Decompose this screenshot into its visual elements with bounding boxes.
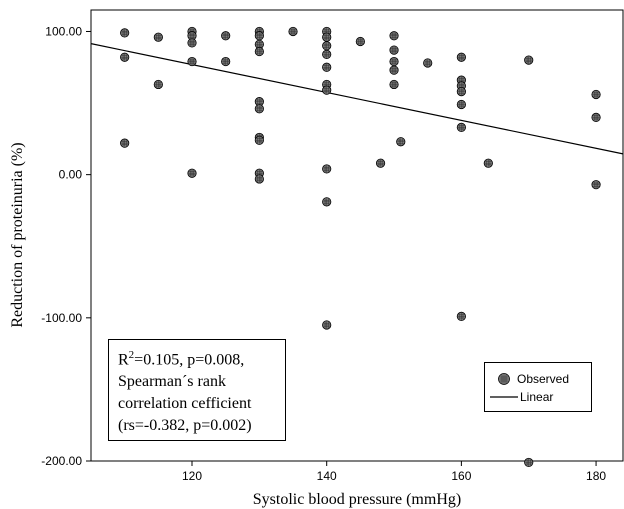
y-tick-label: 100.00 — [45, 24, 82, 38]
data-point — [591, 112, 601, 122]
data-point — [375, 158, 386, 168]
data-point — [389, 79, 399, 90]
data-point — [153, 79, 163, 90]
data-point — [322, 49, 332, 59]
data-point — [187, 56, 197, 67]
data-point — [254, 46, 264, 57]
data-point — [322, 41, 332, 51]
x-axis-ticks: 120 140 160 180 — [182, 461, 606, 483]
data-point — [456, 311, 466, 321]
data-point — [524, 55, 534, 65]
y-axis-title: Reduction of proteinuria (%) — [9, 142, 26, 327]
data-point — [423, 58, 433, 68]
data-point — [322, 197, 332, 207]
data-point — [591, 180, 601, 190]
data-point — [254, 31, 264, 41]
annotation-r2-stats: =0.105, p=0.008, — [134, 351, 245, 369]
legend: Observed Linear — [484, 362, 592, 412]
regression-layer — [90, 43, 624, 155]
annotation-line-correlation: correlation cefficient — [118, 395, 252, 413]
data-point — [389, 45, 399, 55]
data-point — [456, 99, 466, 110]
data-point — [389, 56, 399, 67]
annotation-r-exponent: 2 — [128, 349, 135, 361]
annotation-line-spearman: Spearman´s rank — [118, 373, 226, 391]
data-point — [322, 320, 332, 330]
data-point — [456, 122, 466, 133]
data-point — [187, 168, 197, 178]
data-point — [322, 164, 332, 174]
data-point — [120, 28, 130, 38]
data-point — [120, 138, 130, 148]
legend-item-linear: Linear — [490, 389, 553, 405]
data-point — [254, 39, 264, 49]
data-point — [322, 32, 332, 42]
data-point — [355, 36, 365, 47]
x-tick-label: 180 — [586, 469, 606, 483]
data-point — [187, 38, 197, 48]
data-point — [254, 174, 264, 184]
legend-label-observed: Observed — [517, 372, 570, 386]
data-point — [456, 52, 466, 62]
data-point — [389, 65, 399, 75]
data-point — [322, 85, 332, 95]
annotation-line-rs: (rs=-0.382, p=0.002) — [118, 417, 252, 435]
annotation-r-symbol: R — [118, 351, 129, 369]
x-tick-label: 140 — [317, 469, 337, 483]
data-point — [322, 62, 332, 72]
annotation-line-r2: R2=0.105, p=0.008, — [118, 344, 277, 371]
data-point — [483, 158, 493, 168]
data-point — [456, 87, 466, 97]
legend-item-observed: Observed — [497, 371, 569, 387]
y-tick-label: -200.00 — [41, 454, 82, 468]
data-point — [288, 26, 298, 37]
observed-marker-icon — [498, 373, 510, 385]
legend-label-linear: Linear — [520, 390, 554, 404]
data-point — [254, 104, 264, 114]
data-point — [254, 135, 264, 145]
plot-area-frame — [90, 9, 624, 462]
data-point — [524, 457, 534, 468]
data-point — [389, 31, 399, 41]
linear-line-icon — [490, 396, 518, 398]
data-point — [187, 31, 197, 41]
y-axis-ticks: 100.00 0.00 -100.00 -200.00 — [41, 24, 91, 468]
x-tick-label: 160 — [451, 469, 471, 483]
data-point — [221, 56, 231, 67]
data-point — [396, 137, 406, 147]
data-point — [221, 31, 231, 41]
x-tick-label: 120 — [182, 469, 202, 483]
data-point — [120, 52, 130, 62]
points-layer — [120, 26, 601, 468]
y-tick-label: -100.00 — [41, 311, 82, 325]
data-point — [591, 89, 601, 100]
data-point — [153, 32, 163, 42]
regression-line — [90, 43, 624, 155]
y-tick-label: 0.00 — [59, 168, 83, 182]
x-axis-title: Systolic blood pressure (mmHg) — [253, 491, 461, 508]
statistics-annotation: R2=0.105, p=0.008, Spearman´s rank corre… — [108, 339, 286, 441]
